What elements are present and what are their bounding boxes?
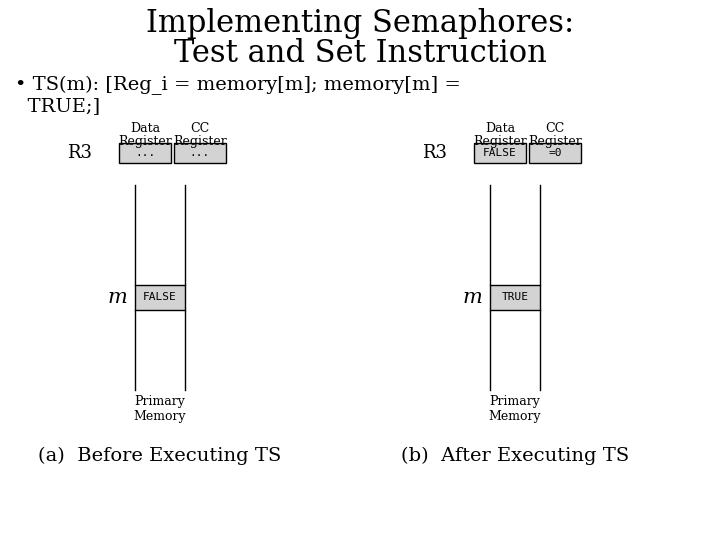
Text: • TS(m): [Reg_i = memory[m]; memory[m] =: • TS(m): [Reg_i = memory[m]; memory[m] = [15,76,461,95]
FancyBboxPatch shape [135,285,185,310]
Text: TRUE;]: TRUE;] [15,97,100,115]
Text: R3: R3 [67,144,92,162]
Text: Register: Register [473,135,527,148]
FancyBboxPatch shape [490,285,540,310]
Text: Test and Set Instruction: Test and Set Instruction [174,38,546,69]
Text: (a)  Before Executing TS: (a) Before Executing TS [38,447,282,465]
Text: m: m [107,288,127,307]
Text: CC: CC [190,122,210,135]
Text: ...: ... [135,148,155,158]
Text: Register: Register [528,135,582,148]
Text: (b)  After Executing TS: (b) After Executing TS [401,447,629,465]
Text: FALSE: FALSE [483,148,517,158]
Text: Register: Register [118,135,172,148]
Text: R3: R3 [422,144,447,162]
FancyBboxPatch shape [119,143,171,163]
Text: Primary
Memory: Primary Memory [134,395,186,423]
Text: =0: =0 [548,148,562,158]
FancyBboxPatch shape [474,143,526,163]
FancyBboxPatch shape [174,143,226,163]
Text: Primary
Memory: Primary Memory [489,395,541,423]
Text: Data: Data [485,122,515,135]
Text: Implementing Semaphores:: Implementing Semaphores: [146,8,574,39]
Text: TRUE: TRUE [502,293,528,302]
Text: Data: Data [130,122,160,135]
FancyBboxPatch shape [529,143,581,163]
Text: m: m [462,288,482,307]
Text: FALSE: FALSE [143,293,177,302]
Text: ...: ... [190,148,210,158]
Text: Register: Register [173,135,227,148]
Text: CC: CC [545,122,564,135]
